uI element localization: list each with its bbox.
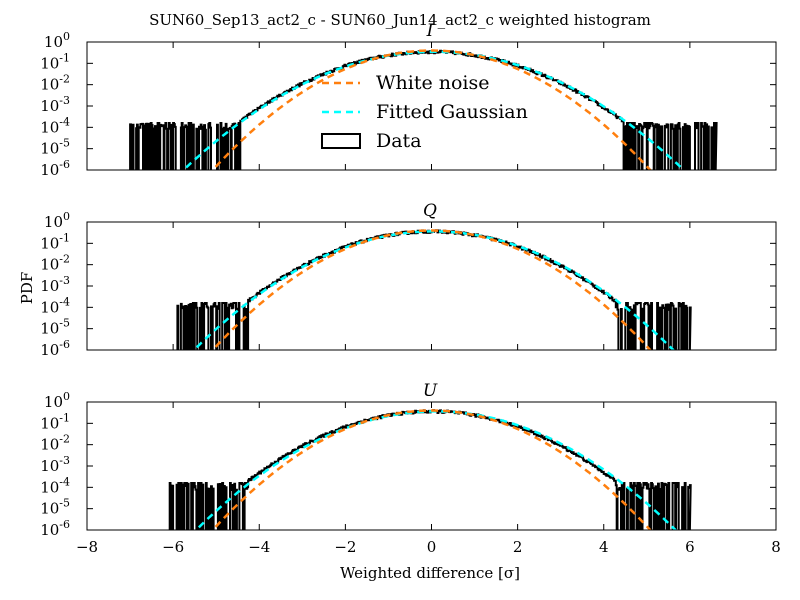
y-axis-label: PDF (18, 272, 36, 305)
figure-title: SUN60_Sep13_act2_c - SUN60_Jun14_act2_c … (149, 11, 651, 29)
legend-label-data: Data (376, 130, 422, 152)
y-tick-label: 10-2 (40, 73, 70, 94)
x-tick-label: 2 (513, 538, 523, 556)
y-tick-label: 10-3 (40, 274, 70, 295)
y-tick-label: 10-4 (40, 475, 70, 496)
y-tick-label: 10-1 (40, 411, 70, 432)
x-tick-label: 6 (685, 538, 695, 556)
fitted-gaussian-curve-U (194, 410, 678, 530)
white-noise-curve-Q (211, 229, 652, 350)
legend-label-white_noise: White noise (376, 72, 490, 94)
legend-label-fitted_gaussian: Fitted Gaussian (376, 101, 528, 123)
y-tick-label: 10-6 (40, 158, 70, 179)
legend-swatch-data (321, 133, 361, 149)
y-tick-label: 100 (44, 210, 70, 231)
y-tick-label: 10-6 (40, 518, 70, 539)
fitted-gaussian-curve-I (181, 50, 686, 170)
legend: White noise Fitted Gaussian Data (321, 72, 528, 152)
panel-title-U: U (423, 381, 438, 401)
y-tick-label: 100 (44, 30, 70, 51)
x-tick-label: −4 (248, 538, 270, 556)
panel-title-I: I (426, 21, 434, 41)
y-tick-label: 10-1 (40, 51, 70, 72)
white-noise-curve-U (211, 409, 652, 530)
y-tick-label: 10-1 (40, 231, 70, 252)
y-tick-label: 10-2 (40, 253, 70, 274)
x-tick-label: 4 (599, 538, 609, 556)
x-tick-label: −2 (334, 538, 356, 556)
y-tick-label: 10-4 (40, 295, 70, 316)
y-tick-label: 10-2 (40, 433, 70, 454)
y-tick-label: 10-3 (40, 454, 70, 475)
y-tick-label: 10-5 (40, 137, 70, 158)
y-tick-label: 10-5 (40, 497, 70, 518)
x-tick-label: 0 (427, 538, 437, 556)
y-tick-label: 100 (44, 390, 70, 411)
x-tick-label: 8 (771, 538, 781, 556)
x-tick-label: −6 (162, 538, 184, 556)
y-tick-label: 10-4 (40, 115, 70, 136)
panel-title-Q: Q (423, 201, 437, 221)
x-tick-label: −8 (76, 538, 98, 556)
y-tick-label: 10-6 (40, 338, 70, 359)
white-noise-curve-I (211, 49, 652, 170)
fitted-gaussian-curve-Q (192, 230, 676, 350)
x-axis-label: Weighted difference [σ] (340, 564, 520, 582)
y-tick-label: 10-3 (40, 94, 70, 115)
y-tick-label: 10-5 (40, 317, 70, 338)
